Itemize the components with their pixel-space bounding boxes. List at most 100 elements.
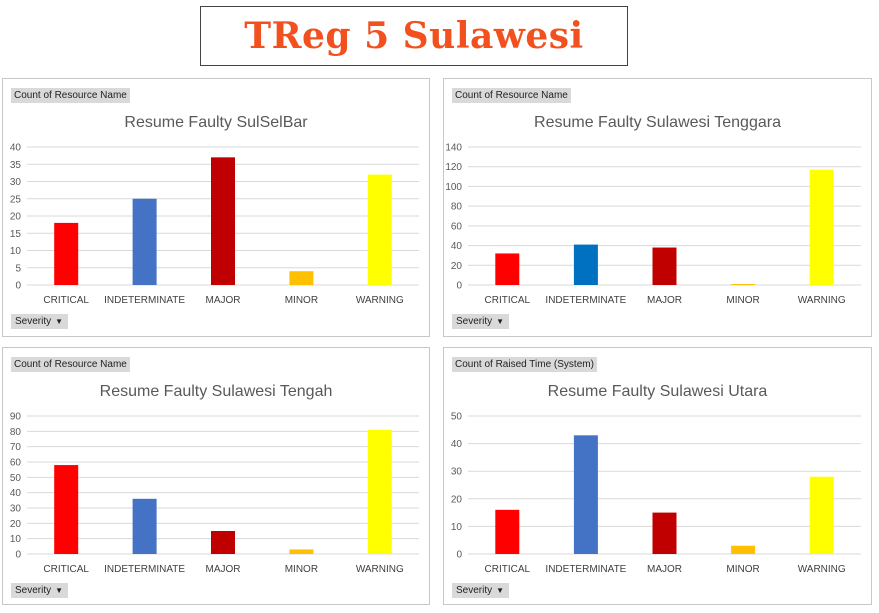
x-tick-label: INDETERMINATE	[104, 295, 185, 306]
bar-indeterminate	[132, 498, 157, 554]
filter-label: Severity	[456, 316, 493, 327]
y-tick-label: 0	[15, 550, 21, 561]
y-tick-label: 0	[15, 281, 21, 292]
x-tick-label: INDETERMINATE	[545, 295, 626, 306]
bar-chart-plot: 0 10 20 30 40 50 60 70 80 90 CRITICAL INDETERMINATE…	[10, 412, 419, 575]
x-tick-label: MAJOR	[206, 564, 241, 575]
bar-minor	[289, 271, 314, 285]
x-tick-label: WARNING	[798, 295, 846, 306]
bar-critical	[495, 509, 520, 554]
field-chip[interactable]: Count of Resource Name	[11, 88, 130, 103]
filter-label: Severity	[456, 585, 493, 596]
bar-warning	[809, 476, 834, 554]
y-tick-label: 35	[10, 160, 22, 171]
y-tick-label: 20	[10, 519, 22, 530]
x-tick-label: INDETERMINATE	[104, 564, 185, 575]
bar-chart-plot: 0 10 20 30 40 50 CRITICAL INDETERMINATE MAJOR MIN…	[451, 412, 861, 575]
x-tick-label: MAJOR	[647, 564, 682, 575]
y-tick-label: 40	[451, 439, 463, 450]
severity-filter-button[interactable]: Severity ▼	[11, 583, 69, 598]
y-tick-label: 30	[10, 177, 22, 188]
y-tick-label: 10	[10, 534, 22, 545]
x-tick-label: MAJOR	[647, 295, 682, 306]
bar-minor	[289, 549, 314, 554]
bar-critical	[54, 222, 79, 285]
x-tick-label: MINOR	[285, 564, 318, 575]
field-chip[interactable]: Count of Resource Name	[11, 357, 130, 372]
bar-major	[211, 531, 235, 554]
y-tick-label: 0	[456, 281, 462, 292]
y-tick-label: 60	[10, 458, 22, 469]
x-tick-label: WARNING	[356, 564, 404, 575]
bar-major	[211, 157, 235, 285]
y-tick-label: 80	[451, 202, 463, 213]
y-tick-label: 50	[10, 473, 22, 484]
y-tick-label: 60	[451, 221, 463, 232]
y-tick-label: 70	[10, 442, 22, 453]
bar-warning	[809, 169, 834, 285]
dropdown-caret-icon: ▼	[496, 317, 505, 326]
bar-warning	[367, 429, 392, 554]
chart-title: Resume Faulty Sulawesi Tenggara	[534, 114, 781, 131]
bar-chart-plot: 0 5 10 15 20 25 30 35 40 CRITICAL INDETERMINATE MAJ…	[10, 143, 419, 306]
y-tick-label: 40	[10, 143, 22, 154]
y-tick-label: 50	[451, 412, 463, 423]
severity-filter-button[interactable]: Severity ▼	[452, 583, 510, 598]
chart-title: Resume Faulty SulSelBar	[124, 114, 308, 131]
x-tick-label: WARNING	[798, 564, 846, 575]
field-chip[interactable]: Count of Raised Time (System)	[452, 357, 597, 372]
y-tick-label: 140	[445, 143, 462, 154]
filter-label: Severity	[15, 585, 52, 596]
y-tick-label: 15	[10, 229, 22, 240]
y-tick-label: 20	[451, 494, 463, 505]
y-tick-label: 20	[451, 261, 463, 272]
y-tick-label: 40	[10, 488, 22, 499]
x-tick-label: MINOR	[726, 295, 759, 306]
y-tick-label: 30	[10, 504, 22, 515]
x-tick-label: MINOR	[726, 564, 759, 575]
y-tick-label: 40	[451, 241, 463, 252]
bar-minor	[731, 545, 756, 554]
y-tick-label: 10	[451, 522, 463, 533]
y-tick-label: 0	[456, 550, 462, 561]
bar-indeterminate	[573, 244, 598, 285]
x-tick-label: CRITICAL	[485, 295, 531, 306]
bar-major	[652, 247, 677, 285]
banner: TReg 5 Sulawesi	[200, 6, 628, 66]
severity-filter-button[interactable]: Severity ▼	[452, 314, 510, 329]
dropdown-caret-icon: ▼	[55, 586, 64, 595]
y-tick-label: 10	[10, 246, 22, 257]
chart-panel-sulawesi-tengah: Count of Resource Name Resume Faulty Sul…	[2, 347, 430, 605]
y-tick-label: 20	[10, 212, 22, 223]
field-chip[interactable]: Count of Resource Name	[452, 88, 571, 103]
dropdown-caret-icon: ▼	[496, 586, 505, 595]
y-tick-label: 120	[445, 162, 462, 173]
bar-chart-plot: 0 20 40 60 80 100 120 140 CRITICAL INDETERMINATE M…	[445, 143, 861, 306]
x-tick-label: CRITICAL	[43, 295, 89, 306]
bar-indeterminate	[132, 198, 157, 285]
bar-critical	[495, 253, 520, 285]
bar-major	[652, 512, 677, 554]
bar-indeterminate	[573, 435, 598, 554]
y-tick-label: 25	[10, 194, 22, 205]
banner-title: TReg 5 Sulawesi	[244, 15, 584, 57]
dropdown-caret-icon: ▼	[55, 317, 64, 326]
chart-panel-sulawesi-utara: Count of Raised Time (System) Resume Fau…	[443, 347, 872, 605]
y-tick-label: 80	[10, 427, 22, 438]
chart-panel-sulselbar: Count of Resource Name Resume Faulty Sul…	[2, 78, 430, 337]
x-tick-label: INDETERMINATE	[545, 564, 626, 575]
x-tick-label: MAJOR	[206, 295, 241, 306]
severity-filter-button[interactable]: Severity ▼	[11, 314, 69, 329]
x-tick-label: WARNING	[356, 295, 404, 306]
bar-minor	[731, 284, 756, 285]
chart-title: Resume Faulty Sulawesi Utara	[547, 383, 768, 400]
y-tick-label: 90	[10, 412, 22, 423]
x-tick-label: CRITICAL	[43, 564, 89, 575]
y-tick-label: 5	[15, 263, 21, 274]
y-tick-label: 30	[451, 467, 463, 478]
chart-panel-sulawesi-tenggara: Count of Resource Name Resume Faulty Sul…	[443, 78, 872, 337]
bar-warning	[367, 174, 392, 285]
x-tick-label: MINOR	[285, 295, 318, 306]
filter-label: Severity	[15, 316, 52, 327]
chart-title: Resume Faulty Sulawesi Tengah	[99, 383, 333, 400]
